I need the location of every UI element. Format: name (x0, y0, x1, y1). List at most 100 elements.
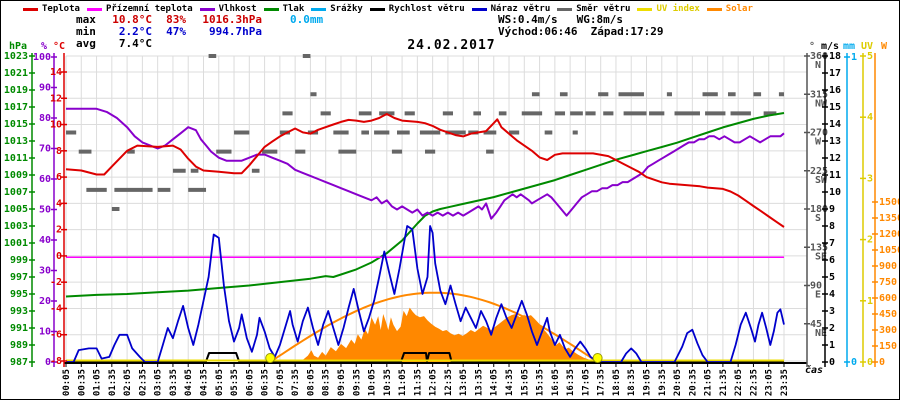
wind-gust-stat: WG:8m/s (576, 13, 623, 26)
svg-text:100: 100 (33, 52, 51, 63)
svg-text:989: 989 (10, 340, 28, 351)
svg-text:17: 17 (829, 68, 841, 79)
svg-text:09:35: 09:35 (352, 369, 362, 396)
solar-area (297, 307, 600, 362)
legend-item-1: Teplota (23, 4, 80, 14)
svg-text:03:05: 03:05 (154, 369, 164, 396)
axis-hpa: hPa 987 989 991 993 995 997 999 1001 1003 1005 1007… (4, 41, 35, 368)
legend-item-4: Tlak (263, 4, 304, 14)
svg-text:0: 0 (851, 357, 857, 368)
legend-swatch (637, 7, 653, 11)
svg-text:991: 991 (10, 323, 28, 334)
legend-label: Přízemní teplota (105, 4, 193, 14)
wind-direction-dashes (66, 54, 784, 211)
svg-text:18: 18 (829, 51, 841, 62)
svg-text:1: 1 (829, 340, 835, 351)
svg-text:360: 360 (810, 51, 828, 62)
svg-text:NE: NE (815, 328, 827, 339)
axis-mm: mm 0 1 (843, 41, 857, 368)
series-tlak (65, 112, 785, 298)
svg-text:15: 15 (829, 102, 841, 113)
svg-text:16:35: 16:35 (566, 369, 576, 396)
svg-text:04:05: 04:05 (184, 369, 194, 396)
svg-text:10: 10 (829, 187, 841, 198)
svg-text:4: 4 (867, 112, 873, 123)
svg-text:6: 6 (829, 255, 835, 266)
svg-text:0: 0 (879, 357, 885, 368)
svg-text:16:05: 16:05 (551, 369, 561, 396)
svg-text:987: 987 (10, 357, 28, 368)
svg-text:6: 6 (56, 172, 62, 183)
svg-text:°C: °C (53, 41, 65, 52)
stat-value: avg (76, 37, 96, 50)
svg-text:23:05: 23:05 (765, 369, 775, 396)
series-teplota (65, 113, 785, 228)
svg-text:°: ° (809, 41, 815, 52)
svg-text:16: 16 (829, 85, 841, 96)
legend-label: UV index (656, 4, 700, 14)
svg-text:1023: 1023 (4, 51, 28, 62)
svg-text:02:35: 02:35 (138, 369, 148, 396)
svg-text:18:35: 18:35 (627, 369, 637, 396)
svg-text:11:05: 11:05 (398, 369, 408, 396)
svg-text:270: 270 (810, 128, 828, 139)
svg-text:13:05: 13:05 (459, 369, 469, 396)
svg-text:1001: 1001 (4, 238, 28, 249)
svg-text:7: 7 (829, 238, 835, 249)
legend-swatch (471, 7, 487, 11)
legend-swatch (369, 7, 385, 11)
svg-text:03:35: 03:35 (169, 369, 179, 396)
stat-row-max: max 10.8°C 83% 1016.3hPa 0.0mm (76, 14, 323, 26)
legend-item-5: Srážky (311, 4, 363, 14)
svg-text:19:35: 19:35 (658, 369, 668, 396)
svg-text:UV: UV (861, 41, 873, 52)
legend-item-3: Vlhkost (199, 4, 257, 14)
svg-text:11:35: 11:35 (413, 369, 423, 396)
svg-text:2: 2 (867, 235, 873, 246)
svg-text:m/s: m/s (821, 41, 839, 52)
svg-text:0: 0 (829, 357, 835, 368)
sun-marker-sunrise (265, 353, 276, 363)
svg-text:10:35: 10:35 (383, 369, 393, 396)
svg-text:1350: 1350 (879, 213, 900, 224)
legend-item-2: Přízemní teplota (86, 4, 193, 14)
series-naraz-vetru (66, 225, 785, 363)
svg-text:45: 45 (810, 319, 822, 330)
svg-text:900: 900 (879, 261, 897, 272)
svg-text:90: 90 (810, 281, 822, 292)
svg-text:-4: -4 (50, 303, 62, 314)
svg-text:07:35: 07:35 (291, 369, 301, 396)
svg-text:17:35: 17:35 (597, 369, 607, 396)
svg-text:15:35: 15:35 (536, 369, 546, 396)
svg-text:15:05: 15:05 (520, 369, 530, 396)
svg-text:2: 2 (829, 323, 835, 334)
svg-text:13:35: 13:35 (474, 369, 484, 396)
svg-text:07:05: 07:05 (276, 369, 286, 396)
svg-text:0: 0 (45, 357, 51, 368)
svg-text:1200: 1200 (879, 229, 900, 240)
svg-text:12: 12 (829, 153, 841, 164)
legend-item-10: Solar (706, 4, 753, 14)
chart-title-date: 24.02.2017 (407, 38, 496, 53)
sun-marker-sunset (592, 353, 603, 363)
svg-text:1500: 1500 (879, 197, 900, 208)
stat-value: 1016.3hPa (202, 13, 262, 26)
svg-text:750: 750 (879, 277, 897, 288)
svg-text:1017: 1017 (4, 102, 28, 113)
svg-text:1019: 1019 (4, 85, 28, 96)
svg-text:5: 5 (829, 272, 835, 283)
svg-text:1007: 1007 (4, 187, 28, 198)
svg-text:40: 40 (39, 235, 51, 246)
svg-text:01:05: 01:05 (93, 369, 103, 396)
svg-text:14: 14 (50, 67, 62, 78)
svg-text:23:35: 23:35 (780, 369, 790, 396)
legend-label: Náraz větru (490, 4, 551, 14)
svg-text:1: 1 (867, 296, 873, 307)
legend-swatch (23, 7, 38, 11)
legend-item-8: Směr větru (557, 4, 630, 14)
svg-text:01:35: 01:35 (108, 369, 118, 396)
svg-text:SW: SW (815, 175, 828, 186)
svg-text:8: 8 (829, 221, 835, 232)
